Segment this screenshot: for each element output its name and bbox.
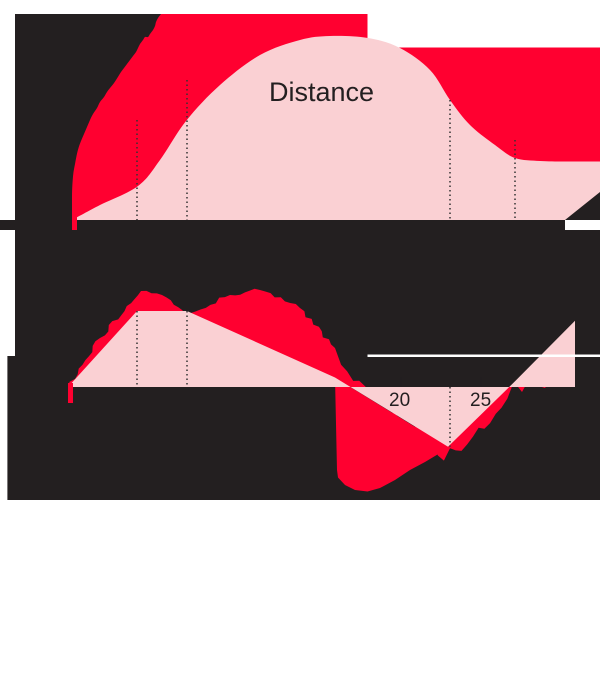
svg-text:20: 20 xyxy=(389,390,410,411)
svg-text:25: 25 xyxy=(470,390,491,411)
